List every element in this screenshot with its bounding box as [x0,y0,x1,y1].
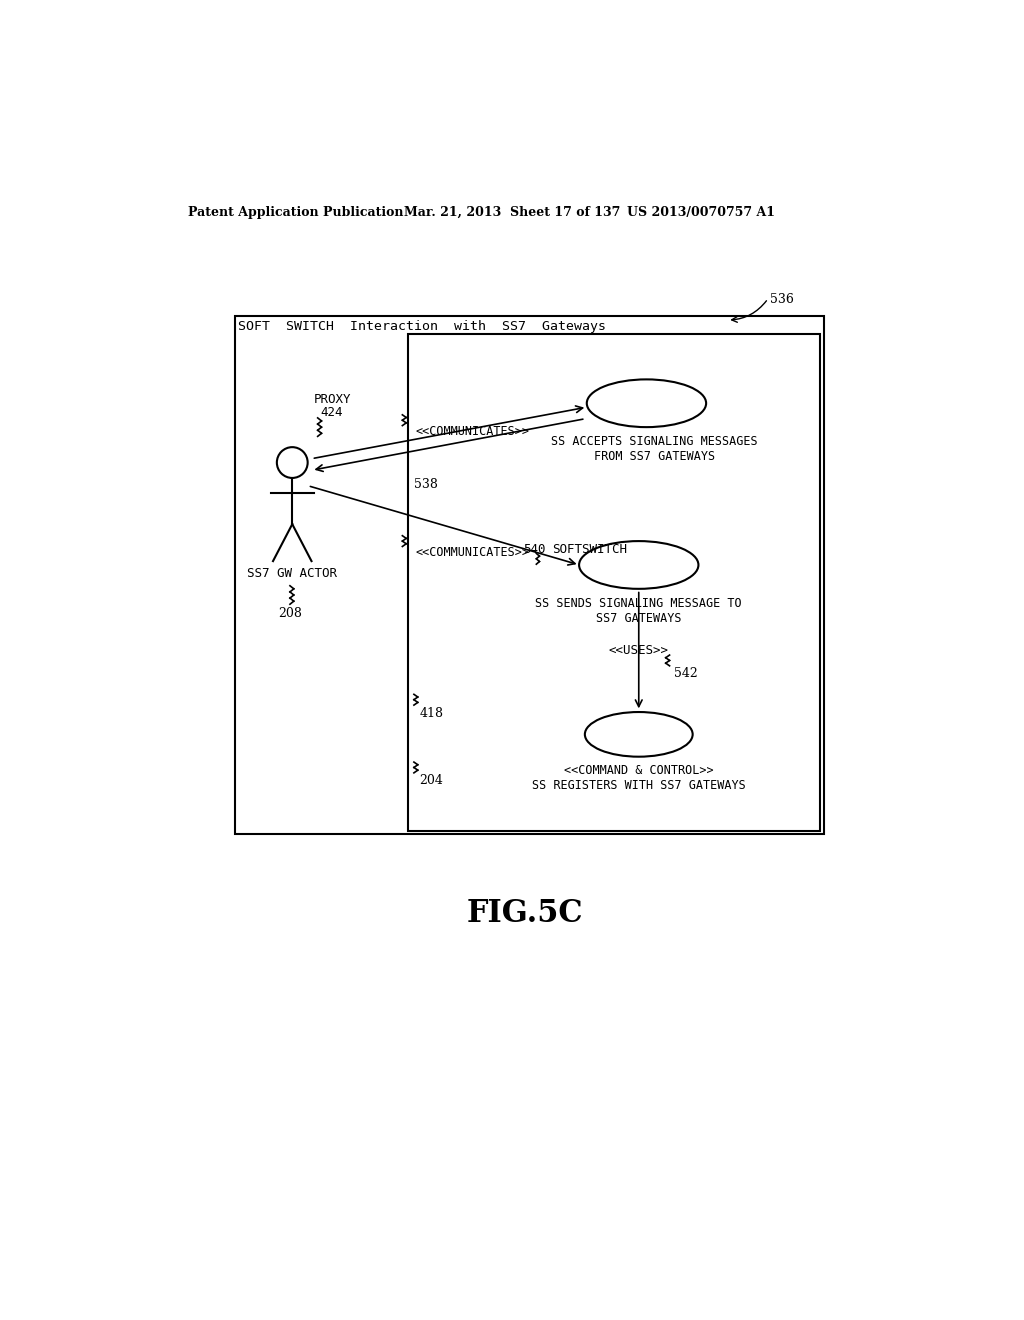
Text: 536: 536 [770,293,794,306]
Text: Patent Application Publication: Patent Application Publication [188,206,403,219]
FancyArrowPatch shape [636,593,642,706]
Text: <<COMMUNICATES>>: <<COMMUNICATES>> [416,425,529,438]
Text: 208: 208 [279,607,302,620]
Text: SOFT  SWITCH  Interaction  with  SS7  Gateways: SOFT SWITCH Interaction with SS7 Gateway… [239,321,606,333]
Text: SOFTSWITCH: SOFTSWITCH [553,544,628,557]
FancyArrowPatch shape [316,420,583,471]
Bar [234,317,823,834]
Text: <<USES>>: <<USES>> [608,644,669,657]
FancyArrowPatch shape [310,487,575,565]
Text: <<COMMAND & CONTROL>>
SS REGISTERS WITH SS7 GATEWAYS: <<COMMAND & CONTROL>> SS REGISTERS WITH … [531,764,745,792]
Text: Mar. 21, 2013  Sheet 17 of 137: Mar. 21, 2013 Sheet 17 of 137 [403,206,621,219]
Text: 542: 542 [674,667,698,680]
Text: SS7 GW ACTOR: SS7 GW ACTOR [247,568,337,581]
Text: SS SENDS SIGNALING MESSAGE TO
SS7 GATEWAYS: SS SENDS SIGNALING MESSAGE TO SS7 GATEWA… [536,597,742,624]
FancyArrowPatch shape [731,301,766,322]
Text: SS ACCEPTS SIGNALING MESSAGES
FROM SS7 GATEWAYS: SS ACCEPTS SIGNALING MESSAGES FROM SS7 G… [551,434,758,463]
Bar [408,334,819,830]
Text: 418: 418 [419,706,443,719]
Text: <<COMMUNICATES>>: <<COMMUNICATES>> [416,546,529,560]
Text: FIG.5C: FIG.5C [467,898,583,928]
Text: PROXY: PROXY [313,393,351,407]
Text: 424: 424 [319,405,342,418]
Text: US 2013/0070757 A1: US 2013/0070757 A1 [628,206,775,219]
Text: 204: 204 [419,775,443,788]
Text: 540: 540 [523,544,546,557]
FancyArrowPatch shape [314,407,583,458]
Text: 538: 538 [414,478,438,491]
